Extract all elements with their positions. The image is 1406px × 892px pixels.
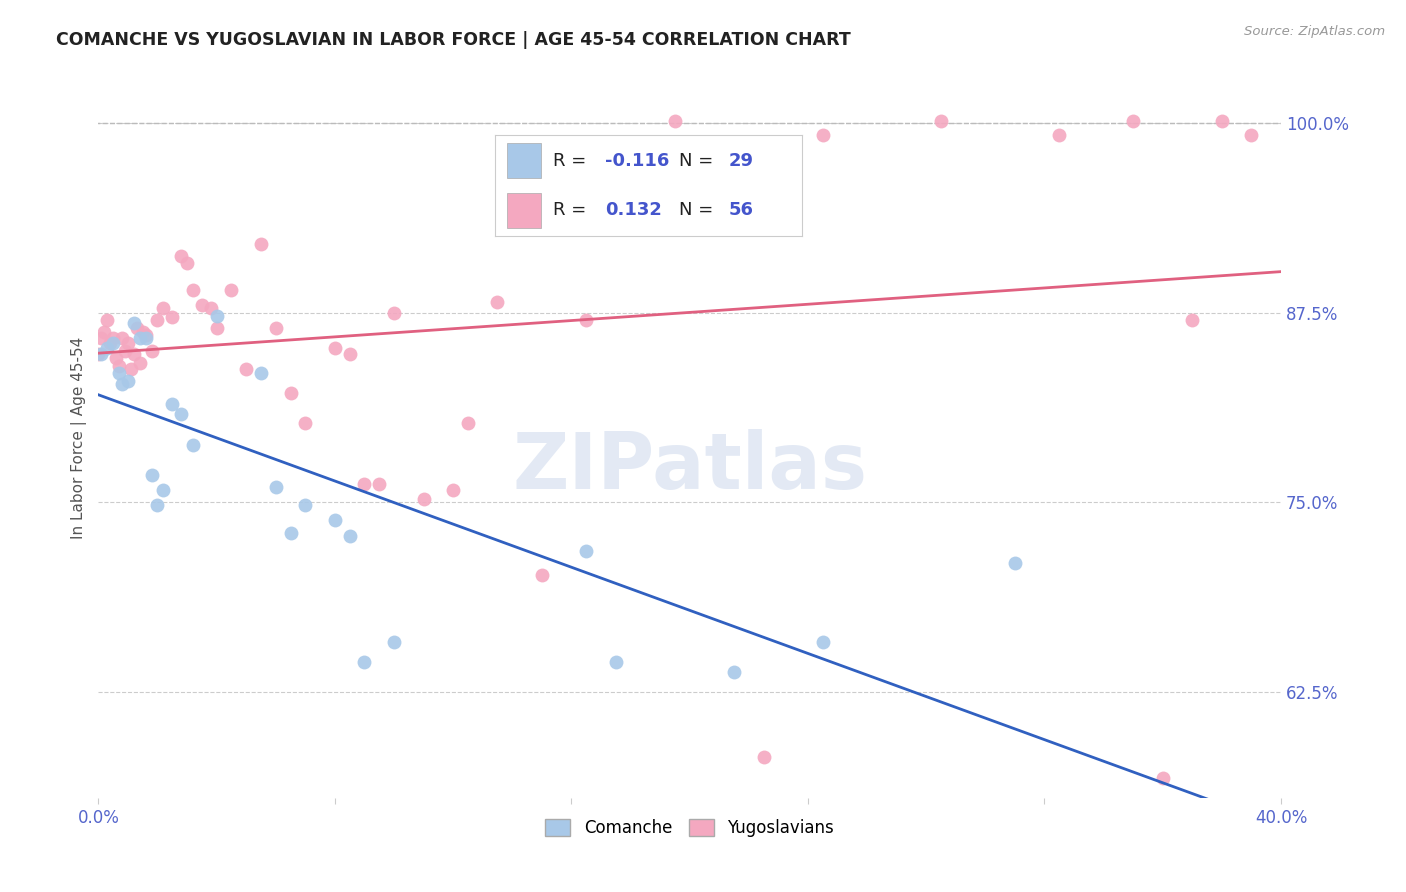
Point bbox=[339, 346, 361, 360]
Point bbox=[93, 326, 115, 340]
Point bbox=[441, 483, 464, 497]
Point bbox=[205, 309, 228, 323]
Point bbox=[191, 298, 214, 312]
Point bbox=[128, 356, 150, 370]
Point bbox=[693, 173, 716, 187]
Point bbox=[280, 525, 302, 540]
Point bbox=[575, 313, 598, 327]
Point bbox=[353, 655, 375, 669]
Point bbox=[575, 544, 598, 558]
Point bbox=[264, 480, 287, 494]
Point bbox=[90, 331, 112, 345]
Point bbox=[90, 346, 112, 360]
Point bbox=[181, 283, 204, 297]
Text: Source: ZipAtlas.com: Source: ZipAtlas.com bbox=[1244, 25, 1385, 38]
Point bbox=[1240, 128, 1263, 142]
Point bbox=[108, 359, 131, 373]
Point bbox=[205, 320, 228, 334]
Point bbox=[1211, 114, 1233, 128]
Point bbox=[108, 367, 131, 381]
Point bbox=[664, 114, 686, 128]
Y-axis label: In Labor Force | Age 45-54: In Labor Force | Age 45-54 bbox=[72, 336, 87, 539]
Point bbox=[368, 477, 391, 491]
Point bbox=[162, 397, 184, 411]
Point bbox=[382, 305, 405, 319]
Point bbox=[152, 301, 174, 315]
Point bbox=[929, 114, 952, 128]
Point bbox=[294, 417, 316, 431]
Point bbox=[250, 367, 273, 381]
Point bbox=[1152, 772, 1174, 786]
Point bbox=[353, 477, 375, 491]
Point bbox=[382, 635, 405, 649]
Point bbox=[170, 407, 193, 421]
Point bbox=[181, 437, 204, 451]
Point bbox=[117, 374, 139, 388]
Point bbox=[280, 386, 302, 401]
Point bbox=[96, 313, 118, 327]
Point bbox=[111, 331, 134, 345]
Point bbox=[98, 335, 121, 350]
Point bbox=[294, 498, 316, 512]
Point bbox=[146, 498, 169, 512]
Point bbox=[323, 513, 346, 527]
Point bbox=[1047, 128, 1070, 142]
Point bbox=[752, 750, 775, 764]
Point bbox=[1004, 556, 1026, 570]
Point bbox=[1122, 114, 1144, 128]
Point bbox=[200, 301, 222, 315]
Point bbox=[117, 335, 139, 350]
Point bbox=[811, 635, 834, 649]
Point bbox=[114, 343, 136, 358]
Point bbox=[146, 313, 169, 327]
Point bbox=[457, 417, 479, 431]
Point bbox=[122, 316, 145, 330]
Point bbox=[170, 250, 193, 264]
Legend: Comanche, Yugoslavians: Comanche, Yugoslavians bbox=[538, 813, 841, 844]
Point bbox=[250, 237, 273, 252]
Point bbox=[87, 346, 110, 360]
Text: ZIPatlas: ZIPatlas bbox=[512, 429, 868, 505]
Point bbox=[101, 335, 124, 350]
Point bbox=[176, 255, 198, 269]
Point bbox=[323, 341, 346, 355]
Point bbox=[96, 341, 118, 355]
Point bbox=[235, 361, 257, 376]
Point bbox=[811, 128, 834, 142]
Point bbox=[152, 483, 174, 497]
Point bbox=[605, 169, 627, 183]
Point bbox=[723, 665, 745, 680]
Point bbox=[128, 331, 150, 345]
Point bbox=[605, 655, 627, 669]
Point bbox=[101, 331, 124, 345]
Point bbox=[486, 295, 509, 310]
Point bbox=[105, 351, 128, 365]
Point bbox=[530, 568, 553, 582]
Point bbox=[339, 529, 361, 543]
Point bbox=[135, 331, 157, 345]
Point bbox=[1181, 313, 1204, 327]
Point bbox=[264, 320, 287, 334]
Point bbox=[141, 467, 163, 482]
Point bbox=[131, 326, 153, 340]
Point bbox=[162, 310, 184, 325]
Point bbox=[122, 346, 145, 360]
Point bbox=[120, 361, 142, 376]
Point bbox=[111, 376, 134, 391]
Point bbox=[221, 283, 243, 297]
Point bbox=[135, 328, 157, 343]
Point bbox=[125, 320, 148, 334]
Point bbox=[141, 343, 163, 358]
Text: COMANCHE VS YUGOSLAVIAN IN LABOR FORCE | AGE 45-54 CORRELATION CHART: COMANCHE VS YUGOSLAVIAN IN LABOR FORCE |… bbox=[56, 31, 851, 49]
Point bbox=[412, 492, 434, 507]
